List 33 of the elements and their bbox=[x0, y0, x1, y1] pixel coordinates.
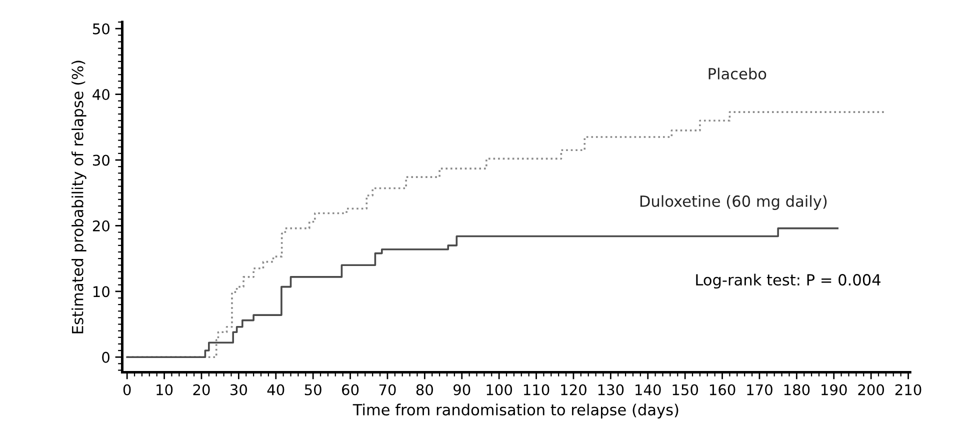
y-tick-label: 40 bbox=[92, 89, 110, 100]
x-axis-title: Time from randomisation to relapse (days) bbox=[352, 404, 678, 418]
x-tick-label: 50 bbox=[304, 384, 322, 396]
x-tick-label: 10 bbox=[156, 384, 173, 396]
x-tick-label: 170 bbox=[747, 384, 772, 396]
y-tick-label: 10 bbox=[93, 286, 110, 298]
x-tick-label: 180 bbox=[784, 384, 810, 396]
x-tick-label: 110 bbox=[524, 384, 550, 396]
x-tick-label: 90 bbox=[454, 384, 470, 396]
x-tick-label: 140 bbox=[636, 384, 661, 396]
x-tick-label: 20 bbox=[193, 384, 210, 396]
annotation: Log-rank test: P = 0.004 bbox=[696, 274, 880, 289]
y-tick-label: 50 bbox=[93, 23, 110, 34]
x-tick-label: 150 bbox=[672, 384, 698, 396]
x-tick-label: 200 bbox=[858, 384, 884, 396]
text: Placebo bbox=[708, 68, 766, 80]
x-tick-label: 30 bbox=[230, 384, 247, 396]
x-tick-label: 190 bbox=[822, 384, 847, 396]
x-tick-label: 160 bbox=[710, 384, 736, 396]
y-tick-label: 0 bbox=[102, 352, 110, 363]
y-axis-title: Estimated probability of relapse (%) bbox=[72, 60, 86, 334]
x-tick-label: 210 bbox=[895, 384, 922, 396]
x-tick-label: 70 bbox=[379, 384, 396, 396]
x-tick-label: 120 bbox=[561, 384, 586, 396]
x-tick-label: 60 bbox=[342, 384, 359, 396]
series-label: Duloxetine (60 mg daily) bbox=[640, 195, 827, 210]
x-tick-label: 130 bbox=[598, 384, 624, 396]
x-tick-label: 0 bbox=[123, 384, 131, 396]
y-tick-label: 20 bbox=[92, 220, 110, 232]
x-tick-label: 40 bbox=[267, 384, 284, 396]
x-tick-label: 80 bbox=[416, 384, 433, 396]
y-tick-label: 30 bbox=[92, 154, 110, 166]
x-tick-label: 100 bbox=[486, 384, 512, 396]
